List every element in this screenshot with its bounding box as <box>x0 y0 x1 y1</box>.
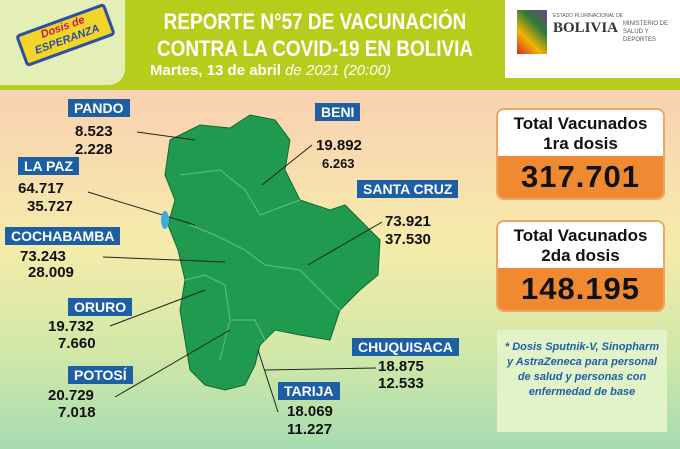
total-first-dose-card: Total Vacunados 1ra dosis 317.701 <box>498 110 663 198</box>
header: Dosis de ESPERANZA REPORTE N°57 DE VACUNA… <box>0 0 680 90</box>
government-logo: ESTADO PLURINACIONAL DE BOLIVIA MINISTER… <box>505 0 680 78</box>
total-second-dose-card: Total Vacunados 2da dosis 148.195 <box>498 222 663 310</box>
vaccine-note: * Dosis Sputnik-V, Sinopharm y AstraZene… <box>497 330 667 432</box>
leader-lines <box>87 131 383 413</box>
map-shape <box>164 114 381 391</box>
page-title: REPORTE N°57 DE VACUNACIÓN CONTRA LA COVI… <box>156 9 474 61</box>
report-date: Martes, 13 de abril de 2021 (20:00) <box>150 62 391 79</box>
emblem-icon <box>517 10 547 54</box>
campaign-logo: Dosis de ESPERANZA <box>0 0 125 85</box>
department-borders <box>179 169 341 361</box>
lake-titicaca <box>161 211 169 229</box>
